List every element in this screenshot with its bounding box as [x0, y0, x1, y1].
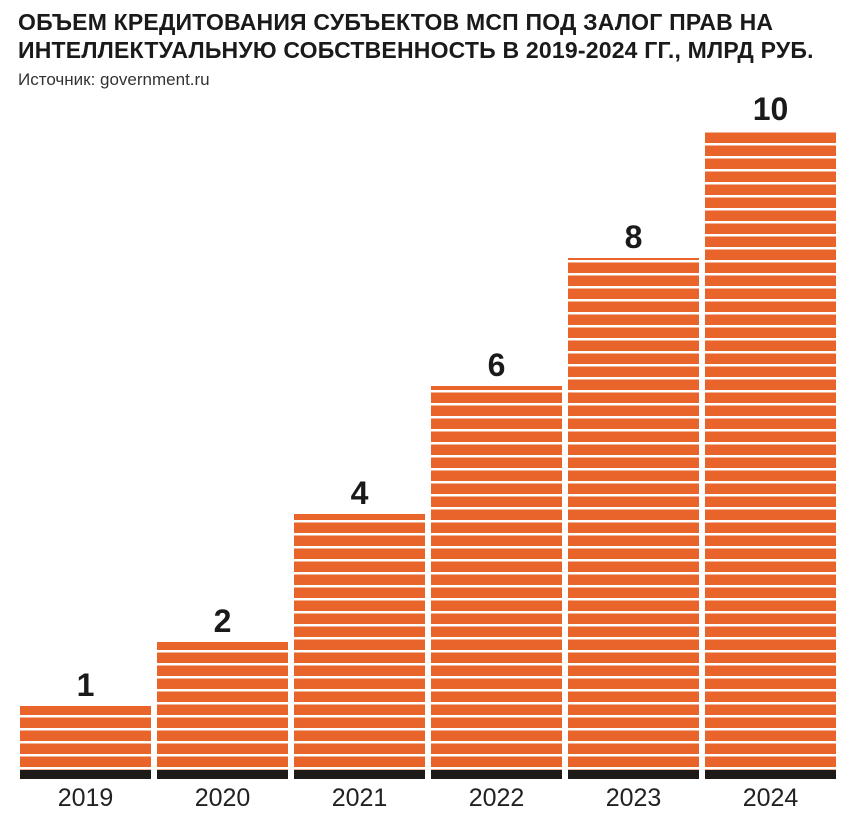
bar-base-2019	[20, 770, 151, 779]
value-label-2019: 1	[77, 667, 95, 703]
chart-title: ОБЪЕМ КРЕДИТОВАНИЯ СУБЪЕКТОВ МСП ПОД ЗАЛ…	[18, 9, 814, 63]
value-label-2022: 6	[488, 347, 506, 383]
value-label-2021: 4	[351, 475, 369, 511]
value-labels-group: 1 2 4 6 8 10	[77, 91, 789, 703]
bars-group	[20, 130, 836, 779]
x-tick-label-2022: 2022	[469, 784, 525, 812]
bar-base-2021	[294, 770, 425, 779]
bar-2022	[431, 386, 562, 770]
source-note: Источник: government.ru	[18, 70, 210, 89]
bar-2024	[705, 130, 836, 770]
bar-2019	[20, 706, 151, 770]
x-tick-label-2019: 2019	[58, 784, 114, 812]
value-label-2024: 10	[753, 91, 789, 127]
x-tick-label-2023: 2023	[606, 784, 662, 812]
value-label-2020: 2	[214, 603, 232, 639]
x-tick-label-2024: 2024	[743, 784, 799, 812]
bar-base-2020	[157, 770, 288, 779]
bar-base-2022	[431, 770, 562, 779]
value-label-2023: 8	[625, 219, 643, 255]
bar-base-2023	[568, 770, 699, 779]
x-tick-labels-group: 2019 2020 2021 2022 2023 2024	[58, 784, 799, 812]
bar-2020	[157, 642, 288, 770]
x-tick-label-2021: 2021	[332, 784, 388, 812]
bar-2023	[568, 258, 699, 770]
bar-base-2024	[705, 770, 836, 779]
bar-2021	[294, 514, 425, 770]
x-tick-label-2020: 2020	[195, 784, 251, 812]
